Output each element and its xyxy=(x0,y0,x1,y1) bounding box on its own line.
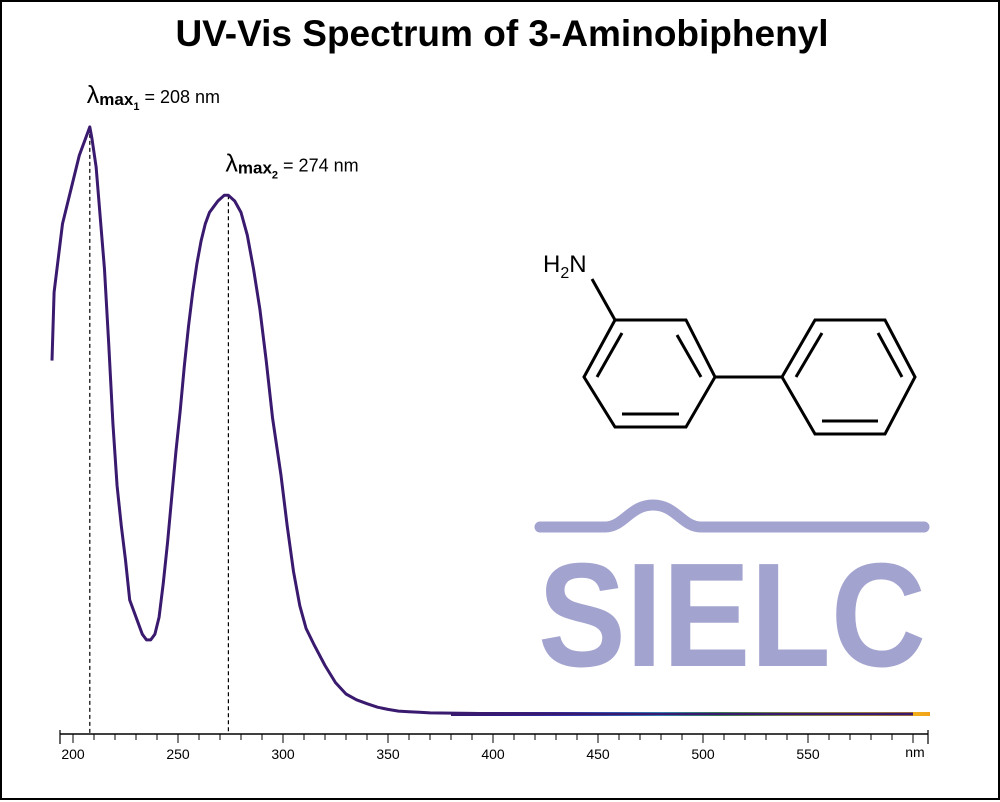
x-tick-label: 200 xyxy=(61,746,85,762)
ring-right-inner-bond xyxy=(876,332,904,378)
x-tick-label: 300 xyxy=(271,746,295,762)
amine-label: H2N xyxy=(543,251,587,282)
series-line xyxy=(50,125,913,716)
ring-right-inner-bond xyxy=(794,332,824,378)
x-tick-label: 500 xyxy=(691,746,715,762)
peak-annotations: λmax1 = 208 nm λmax2 = 274 nm xyxy=(87,81,359,181)
peak-marker-lines xyxy=(89,126,229,734)
amine-bond xyxy=(590,278,617,321)
ring-left-inner-bond xyxy=(595,332,624,378)
peak-annotation-2: λmax2 = 274 nm xyxy=(225,149,358,181)
logo-wordmark: SIELC xyxy=(538,533,926,698)
molecule-structure xyxy=(582,278,917,436)
ring-right xyxy=(780,318,917,436)
logo-wave xyxy=(534,499,930,533)
x-tick-label: 350 xyxy=(376,746,400,762)
sielc-logo: SIELC xyxy=(534,499,930,698)
x-tick-label: 400 xyxy=(481,746,505,762)
chart-title: UV-Vis Spectrum of 3-Aminobiphenyl xyxy=(175,13,828,54)
series-layer xyxy=(50,125,913,716)
x-axis: 200 250 300 350 400 450 500 550 nm xyxy=(59,730,929,762)
x-tick-label: 550 xyxy=(796,746,820,762)
ring-left xyxy=(582,318,717,429)
peak-annotation-1: λmax1 = 208 nm xyxy=(87,81,220,113)
x-tick-label: 450 xyxy=(586,746,610,762)
x-tick-label: 250 xyxy=(166,746,190,762)
ring-left-inner-bond xyxy=(675,334,703,378)
x-axis-unit: nm xyxy=(905,744,924,760)
